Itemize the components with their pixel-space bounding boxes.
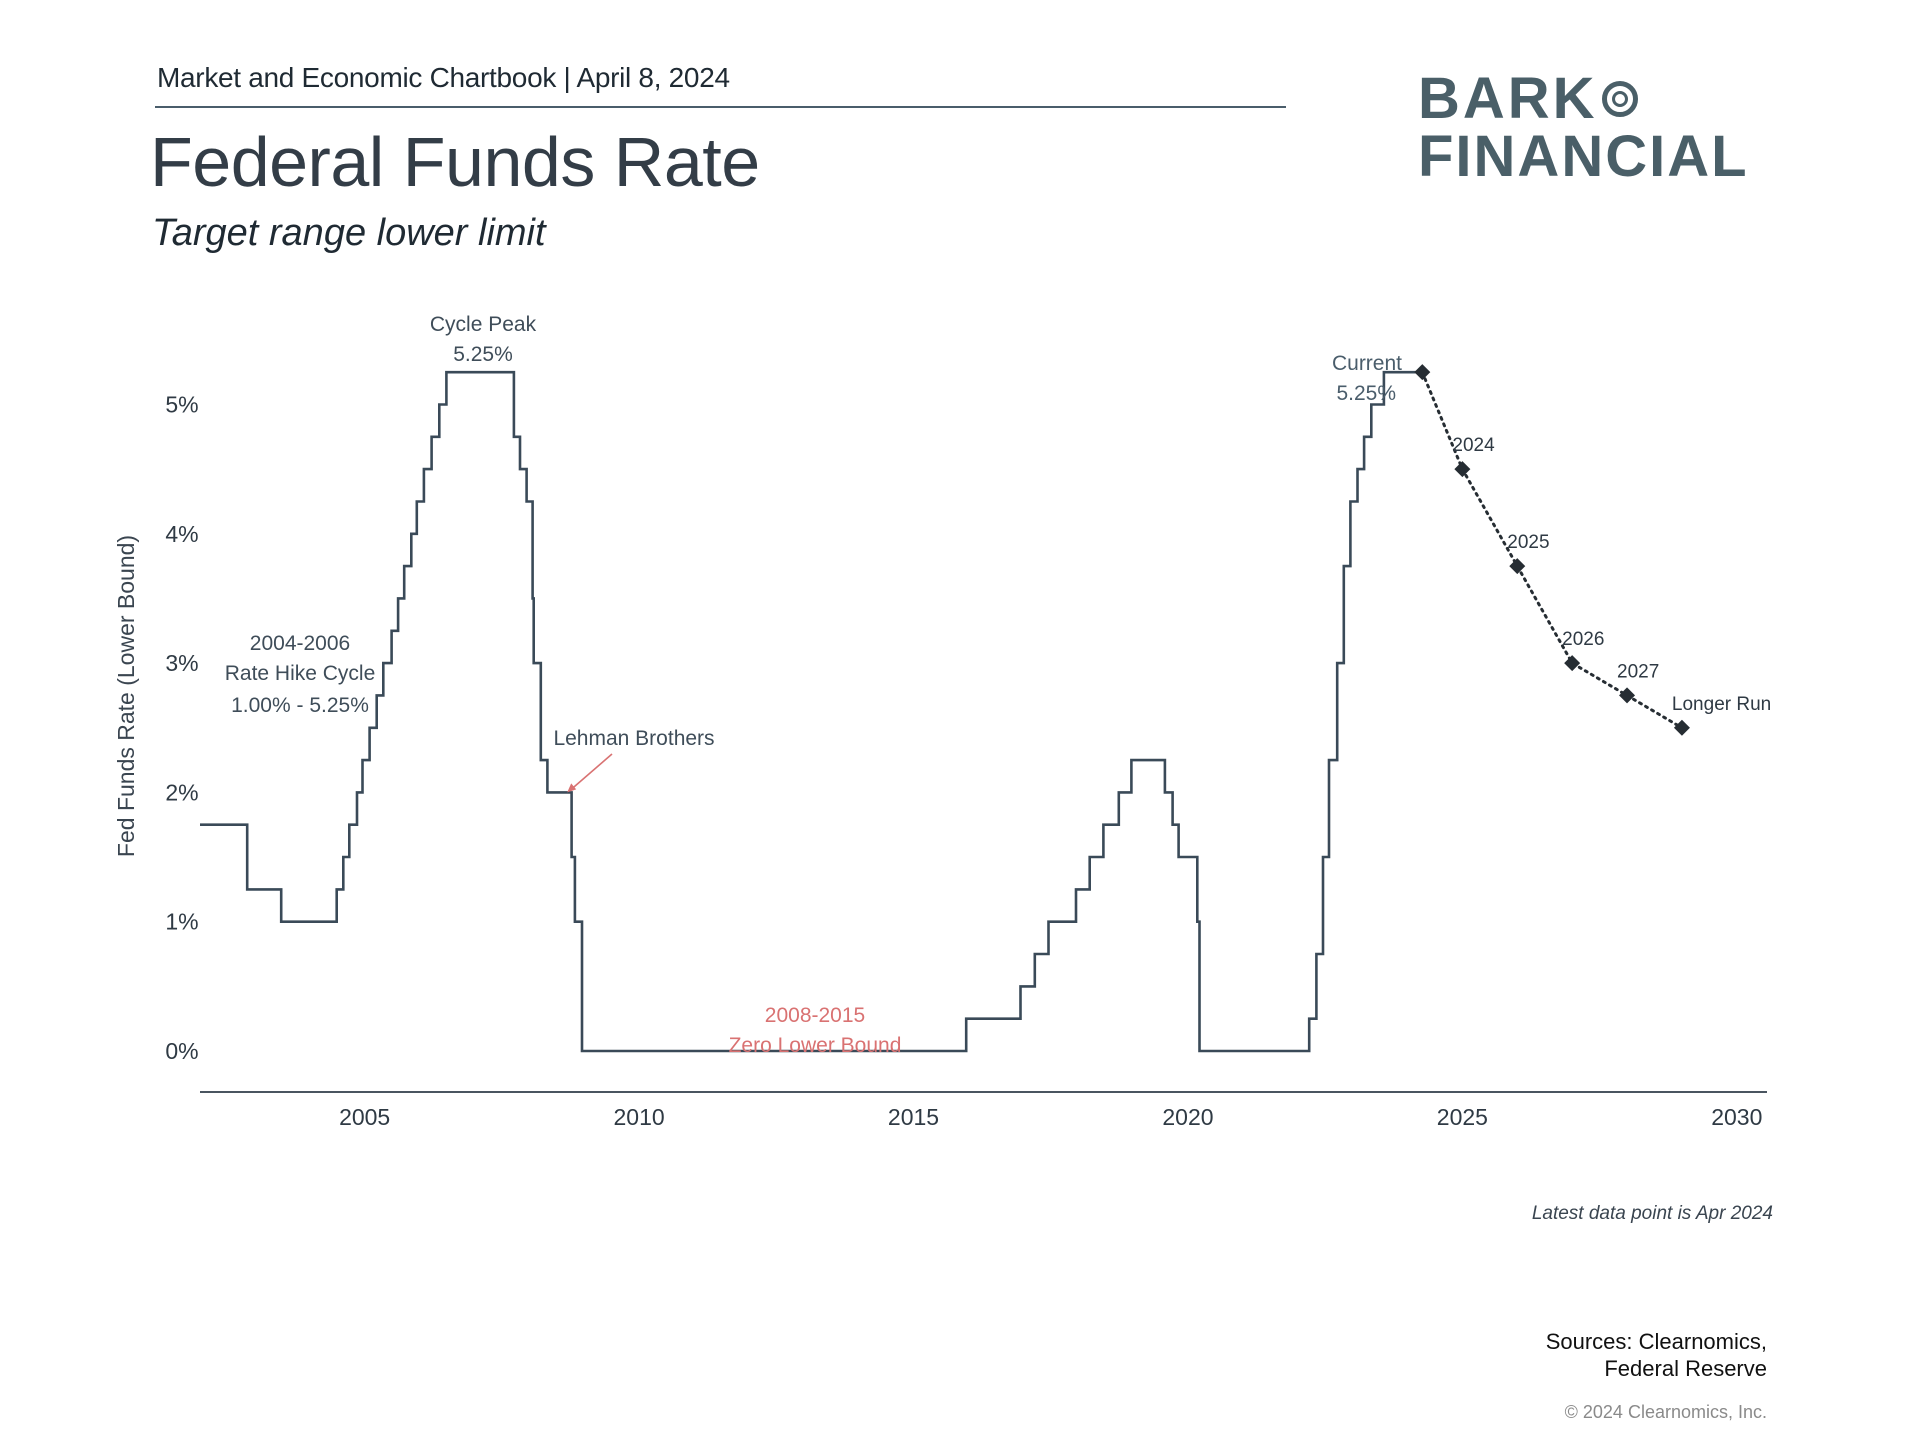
current-value: 5.25% xyxy=(1336,382,1396,405)
y-tick-label: 2% xyxy=(165,779,198,805)
y-tick-label: 0% xyxy=(165,1038,198,1064)
page-title: Federal Funds Rate xyxy=(150,123,760,201)
x-tick-label: 2020 xyxy=(1162,1104,1213,1130)
lehman-arrow-line xyxy=(570,753,613,791)
projection-diamond-marker xyxy=(1564,655,1581,672)
fed-funds-step-line xyxy=(200,370,1423,1053)
zlb-years-label: 2008-2015 xyxy=(765,1004,865,1027)
projection-label: 2025 xyxy=(1507,532,1549,553)
x-tick-label: 2030 xyxy=(1711,1104,1762,1130)
hike-cycle-label: Rate Hike Cycle xyxy=(225,662,376,685)
y-tick-label: 5% xyxy=(165,392,198,418)
projection-label: Longer Run xyxy=(1672,694,1771,715)
projection-dotted-line xyxy=(1420,370,1684,730)
cycle-peak-value: 5.25% xyxy=(453,343,513,366)
lehman-arrow-head xyxy=(567,783,577,793)
x-tick-label: 2025 xyxy=(1437,1104,1488,1130)
projection-diamond-marker xyxy=(1619,687,1636,704)
logo-word-barko: BARK xyxy=(1418,66,1598,131)
logo-word-financial: FINANCIAL xyxy=(1418,124,1749,189)
lehman-brothers-label: Lehman Brothers xyxy=(553,727,714,750)
sources-note: Sources: Clearnomics, Federal Reserve xyxy=(1546,1328,1767,1382)
hike-cycle-range: 1.00% - 5.25% xyxy=(231,694,369,717)
y-tick-label: 4% xyxy=(165,521,198,547)
hike-cycle-years: 2004-2006 xyxy=(250,632,350,655)
projection-diamond-marker xyxy=(1673,719,1690,736)
x-tick-label: 2010 xyxy=(614,1104,665,1130)
barko-financial-logo: BARK FINANCIAL xyxy=(1418,70,1749,186)
projection-label: 2024 xyxy=(1452,435,1495,456)
chartbook-header: Market and Economic Chartbook | April 8,… xyxy=(157,62,730,93)
y-axis-title: Fed Funds Rate (Lower Bound) xyxy=(113,535,139,857)
projection-label: 2026 xyxy=(1562,629,1604,650)
projection-label: 2027 xyxy=(1617,661,1659,682)
projection-diamond-marker xyxy=(1414,364,1431,381)
latest-data-note: Latest data point is Apr 2024 xyxy=(1532,1203,1773,1224)
header-divider xyxy=(155,106,1286,108)
zlb-label: Zero Lower Bound xyxy=(729,1034,902,1057)
projection-diamond-marker xyxy=(1509,558,1526,575)
copyright-note: © 2024 Clearnomics, Inc. xyxy=(1564,1402,1767,1422)
y-tick-label: 3% xyxy=(165,650,198,676)
projection-diamond-marker xyxy=(1454,461,1471,478)
sources-line-1: Sources: Clearnomics, xyxy=(1545,1329,1767,1354)
x-tick-label: 2005 xyxy=(339,1104,390,1130)
current-label: Current xyxy=(1332,352,1402,375)
page-subtitle: Target range lower limit xyxy=(152,212,546,254)
cycle-peak-label: Cycle Peak xyxy=(430,313,537,336)
logo-ring-icon xyxy=(1601,81,1638,117)
y-tick-label: 1% xyxy=(165,909,198,935)
sources-line-2: Federal Reserve xyxy=(1604,1356,1767,1381)
x-tick-label: 2015 xyxy=(888,1104,939,1130)
